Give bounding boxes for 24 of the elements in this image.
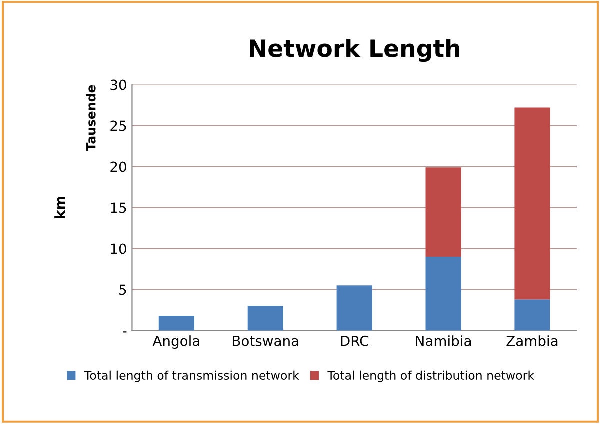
y-tick-label: 10 — [111, 244, 126, 254]
bar — [426, 256, 462, 331]
bar — [158, 316, 194, 331]
y-tick-label: 20 — [110, 162, 126, 172]
bar — [426, 168, 462, 257]
y-tick-label: 15 — [111, 202, 126, 214]
bar — [514, 108, 550, 300]
y-tick-label: 25 — [110, 120, 126, 132]
x-tick-label: Namibia — [416, 336, 472, 346]
chart-title: Network Length — [250, 39, 460, 62]
legend-label: Total length of distribution network — [328, 370, 534, 382]
legend-label: Total length of transmission network — [84, 370, 300, 382]
x-tick-label: Zambia — [506, 336, 558, 346]
y-tick-label: - — [123, 332, 127, 333]
bar — [336, 286, 372, 331]
x-tick-label: Botswana — [233, 336, 298, 346]
y-axis-title: km — [54, 197, 66, 218]
bar — [514, 300, 550, 331]
y-tick-label: 5 — [120, 284, 126, 296]
y-tick-label: 30 — [110, 80, 126, 90]
bar — [248, 306, 284, 331]
text: Tausende — [86, 85, 96, 152]
x-tick-label: DRC — [341, 336, 369, 346]
x-tick-label: Angola — [152, 336, 200, 350]
